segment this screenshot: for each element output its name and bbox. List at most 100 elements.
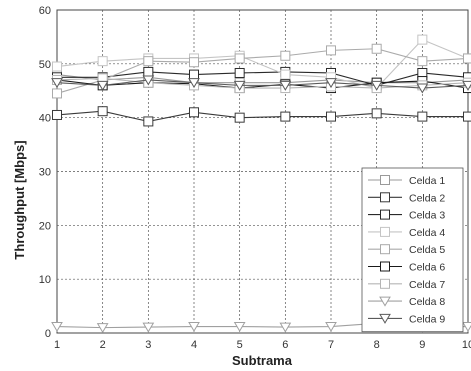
data-point: [463, 111, 471, 122]
legend-entry: Celda 6: [368, 261, 445, 274]
legend-swatch-marker: [379, 313, 391, 324]
data-point: [142, 322, 155, 333]
legend-label: Celda 7: [409, 279, 445, 291]
data-point: [417, 56, 428, 67]
legend-label: Celda 8: [409, 296, 445, 308]
data-point: [280, 50, 291, 61]
grid-lines: [57, 10, 468, 333]
x-tick-label: 10: [462, 339, 471, 351]
axis-ticks: 0 10 20 30 40 50 60 1 2 3 4 5 6 7 8 9 10: [39, 5, 471, 351]
data-point: [189, 107, 199, 118]
data-point: [52, 61, 62, 72]
series-line: [56, 79, 469, 89]
legend-entry: Celda 4: [368, 226, 445, 239]
data-point: [97, 56, 108, 67]
y-tick-label: 0: [45, 328, 51, 340]
legend-swatch-marker: [380, 278, 390, 289]
legend-entry: Celda 3: [368, 209, 445, 222]
legend-swatch-marker: [379, 296, 391, 307]
data-point: [417, 34, 428, 45]
data-point: [280, 69, 291, 80]
data-point: [96, 80, 109, 91]
data-point: [143, 66, 154, 77]
y-tick-label: 10: [39, 274, 51, 286]
data-point: [142, 75, 155, 86]
legend: Celda 1 Celda 2 Celda 3 Celda 4 Celda 5 Celda…: [361, 167, 464, 333]
data-point: [326, 45, 336, 56]
data-point: [417, 111, 428, 122]
legend-box: [361, 167, 464, 333]
series-line: [57, 71, 469, 86]
data-point: [279, 322, 292, 333]
legend-entry: Celda 1: [368, 175, 445, 187]
x-tick-label: 3: [145, 339, 151, 351]
x-tick-label: 1: [54, 339, 60, 351]
series-line: [56, 48, 469, 94]
legend-label: Celda 3: [409, 210, 445, 222]
legend-entry: Celda 8: [368, 296, 445, 308]
series-celda-5: [52, 43, 471, 99]
x-tick-label: 5: [237, 339, 243, 351]
data-point: [52, 109, 62, 120]
y-tick-label: 60: [39, 5, 51, 17]
data-point: [234, 67, 245, 78]
data-point: [52, 88, 62, 99]
y-axis-label: Throughput [Mbps]: [12, 140, 27, 259]
y-tick-label: 20: [39, 220, 51, 232]
data-point: [188, 322, 200, 333]
legend-label: Celda 2: [409, 192, 445, 204]
data-point: [233, 80, 246, 91]
data-point: [371, 108, 382, 119]
data-point: [188, 78, 200, 89]
data-point: [326, 111, 336, 122]
series-line: [56, 74, 469, 84]
data-point: [234, 112, 245, 123]
data-point: [416, 83, 429, 94]
series-line: [56, 38, 469, 89]
data-point: [233, 322, 246, 333]
series-celda-9: [51, 75, 471, 94]
data-point: [325, 78, 337, 89]
series-line: [56, 79, 469, 89]
data-point: [51, 78, 63, 89]
legend-label: Celda 4: [409, 227, 445, 239]
data-point: [371, 43, 382, 54]
data-point: [279, 80, 292, 91]
x-tick-label: 2: [100, 339, 106, 351]
x-tick-label: 7: [328, 339, 334, 351]
legend-entry: Celda 5: [368, 244, 445, 256]
legend-swatch-marker: [380, 192, 390, 203]
legend-label: Celda 9: [409, 313, 445, 325]
data-point: [189, 57, 199, 68]
data-point: [325, 322, 337, 333]
x-tick-label: 9: [419, 339, 425, 351]
data-point: [51, 322, 63, 333]
legend-label: Celda 6: [409, 262, 445, 274]
legend-swatch-marker: [380, 175, 390, 185]
legend-label: Celda 5: [409, 244, 445, 256]
legend-swatch-marker: [380, 209, 390, 220]
data-point: [370, 80, 383, 91]
legend-label: Celda 1: [409, 175, 445, 187]
data-point: [234, 53, 245, 64]
legend-entry: Celda 9: [368, 313, 445, 325]
data-point: [96, 323, 109, 334]
data-point: [463, 53, 471, 64]
data-point: [143, 116, 154, 127]
x-tick-label: 6: [282, 339, 288, 351]
legend-entry: Celda 2: [368, 192, 445, 204]
y-tick-label: 50: [39, 59, 51, 71]
x-tick-label: 8: [374, 339, 380, 351]
legend-entry: Celda 7: [368, 278, 445, 291]
data-point: [189, 69, 199, 80]
series-line: [56, 110, 468, 122]
series-celda-2: [52, 106, 471, 127]
y-tick-label: 30: [39, 167, 51, 179]
y-tick-label: 40: [39, 113, 51, 125]
legend-swatch-marker: [380, 244, 390, 255]
legend-swatch-marker: [380, 261, 390, 272]
data-point: [97, 106, 108, 117]
x-tick-label: 4: [191, 339, 197, 351]
data-point: [143, 56, 154, 67]
